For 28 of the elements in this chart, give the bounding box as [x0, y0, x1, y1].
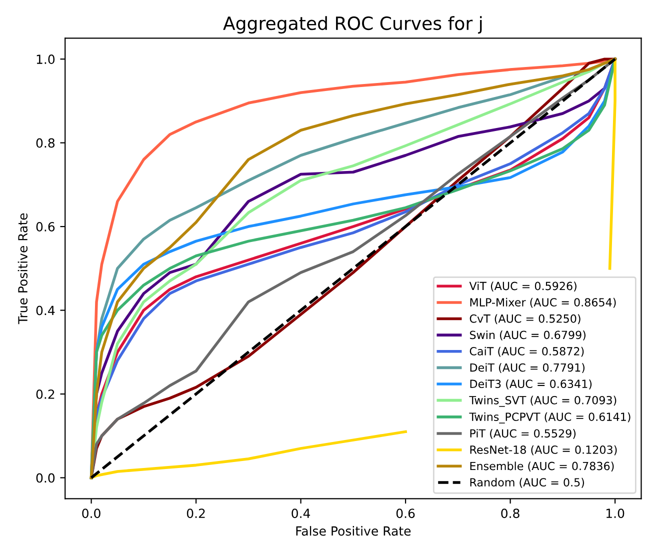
legend-label: DeiT3 (AUC = 0.6341)	[470, 379, 592, 390]
y-tick-label: 1.0	[36, 54, 55, 64]
y-tick-label: 0.4	[36, 306, 55, 316]
y-tick-label: 0.8	[36, 138, 55, 148]
legend-label: Ensemble (AUC = 0.7836)	[470, 462, 614, 472]
x-tick-label: 0.8	[501, 508, 520, 518]
y-tick-label: 0.2	[36, 389, 54, 399]
legend-label: Swin (AUC = 0.6799)	[470, 330, 586, 340]
x-tick-label: 0.4	[292, 508, 310, 518]
y-tick-label: 0.0	[36, 473, 55, 483]
legend-label: CvT (AUC = 0.5250)	[470, 314, 580, 324]
legend-label: Twins_PCPVT (AUC = 0.6141)	[469, 412, 630, 424]
x-tick-label: 0.0	[82, 508, 100, 518]
legend-label: PiT (AUC = 0.5529)	[470, 428, 576, 439]
legend-label: MLP-Mixer (AUC = 0.8654)	[470, 298, 616, 308]
legend-label: ResNet-18 (AUC = 0.1203)	[470, 445, 617, 456]
x-tick-label: 1.0	[606, 508, 624, 518]
legend-label: CaiT (AUC = 0.5872)	[470, 346, 584, 357]
legend-label: Random (AUC = 0.5)	[470, 478, 584, 488]
legend-label: DeiT (AUC = 0.7791)	[470, 363, 584, 374]
y-axis-title: True Positive Rate	[18, 213, 28, 324]
legend-label: Twins_SVT (AUC = 0.7093)	[469, 396, 616, 407]
x-tick-label: 0.2	[186, 508, 205, 518]
x-tick-label: 0.6	[396, 508, 415, 518]
x-axis-title: False Positive Rate	[296, 526, 411, 536]
legend-label: ViT (AUC = 0.5926)	[469, 282, 576, 292]
y-tick-label: 0.6	[36, 222, 55, 232]
chart-title: Aggregated ROC Curves for j	[223, 16, 482, 34]
